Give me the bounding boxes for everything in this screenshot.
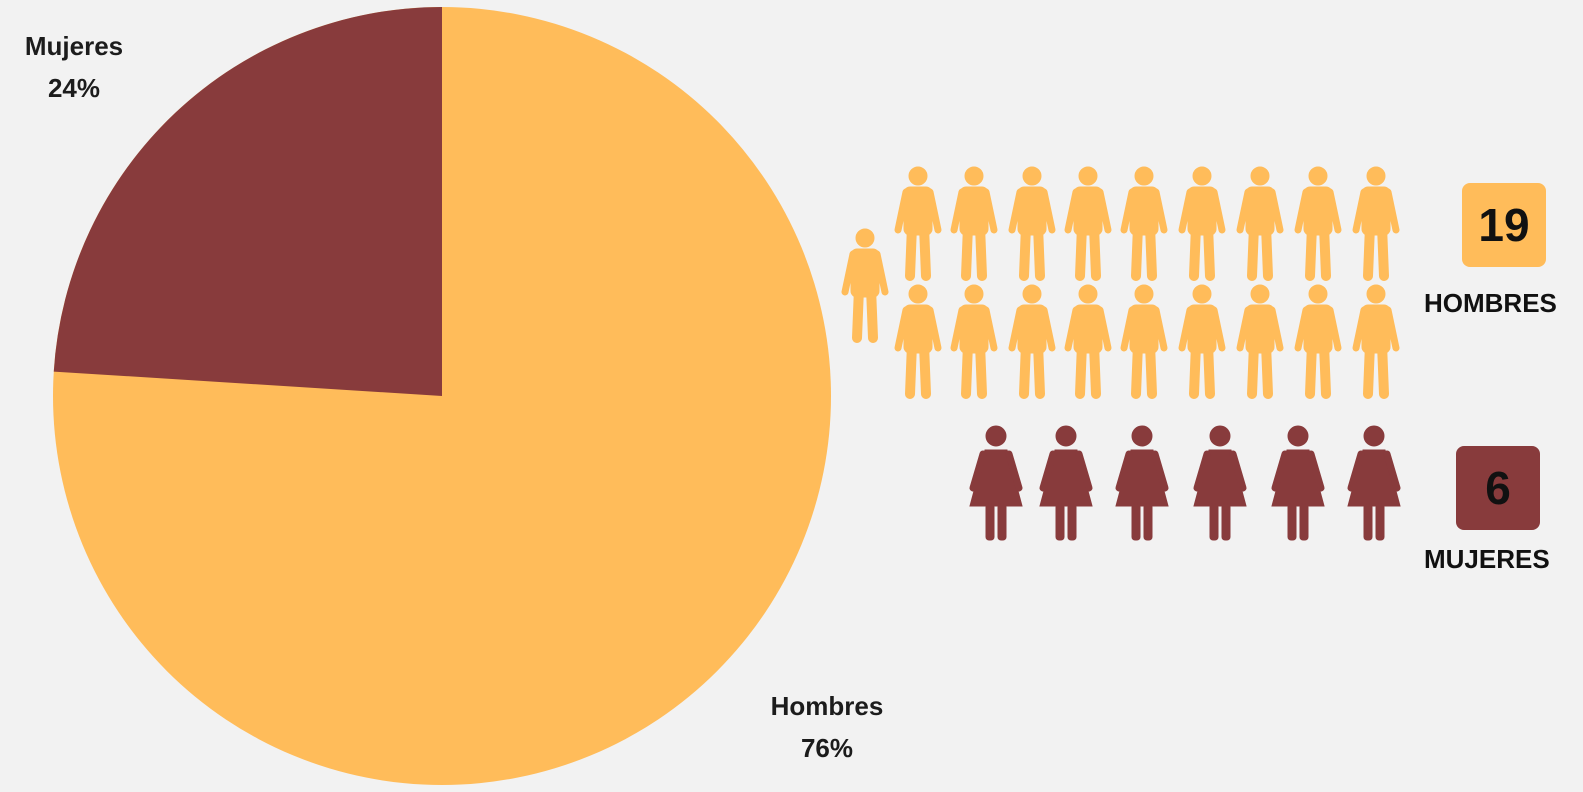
pie-label-mujeres-percent: 24% xyxy=(47,72,101,103)
man-icon xyxy=(1240,167,1280,276)
woman-icon xyxy=(970,426,1022,540)
man-icon xyxy=(1356,285,1396,394)
man-icon xyxy=(1068,285,1108,394)
men-count-box: 19 xyxy=(1462,183,1546,267)
man-icon xyxy=(1356,167,1396,276)
man-icon xyxy=(954,285,994,394)
pie-label-mujeres-name: Mujeres xyxy=(24,31,124,61)
man-icon xyxy=(1068,167,1108,276)
man-icon xyxy=(1012,167,1052,276)
woman-icon xyxy=(1348,426,1400,540)
men-count: 19 xyxy=(1478,199,1530,251)
woman-icon xyxy=(1116,426,1168,540)
man-icon xyxy=(1182,285,1222,394)
man-icon xyxy=(1298,285,1338,394)
man-icon xyxy=(954,167,994,276)
man-icon xyxy=(1012,285,1052,394)
men-group-label: HOMBRES xyxy=(1424,288,1557,318)
women-count-box: 6 xyxy=(1456,446,1540,530)
man-icon xyxy=(898,285,938,394)
man-icon xyxy=(1124,285,1164,394)
man-icon xyxy=(1124,167,1164,276)
pie-label-hombres-percent: 76% xyxy=(800,732,854,763)
man-icon xyxy=(845,229,885,338)
woman-icon xyxy=(1040,426,1092,540)
woman-icon xyxy=(1272,426,1324,540)
women-count: 6 xyxy=(1485,462,1511,514)
man-icon xyxy=(1240,285,1280,394)
women-group-label: MUJERES xyxy=(1424,544,1550,574)
women-icons xyxy=(970,426,1400,540)
pie-label-hombres: Hombres 76% xyxy=(752,686,902,769)
pie-slice-mujeres xyxy=(53,7,442,396)
man-icon xyxy=(898,167,938,276)
man-icon xyxy=(1298,167,1338,276)
man-icon xyxy=(1182,167,1222,276)
pie-label-hombres-name: Hombres xyxy=(770,691,884,721)
men-icons xyxy=(845,167,1396,394)
woman-icon xyxy=(1194,426,1246,540)
pie-label-mujeres: Mujeres 24% xyxy=(8,26,140,109)
